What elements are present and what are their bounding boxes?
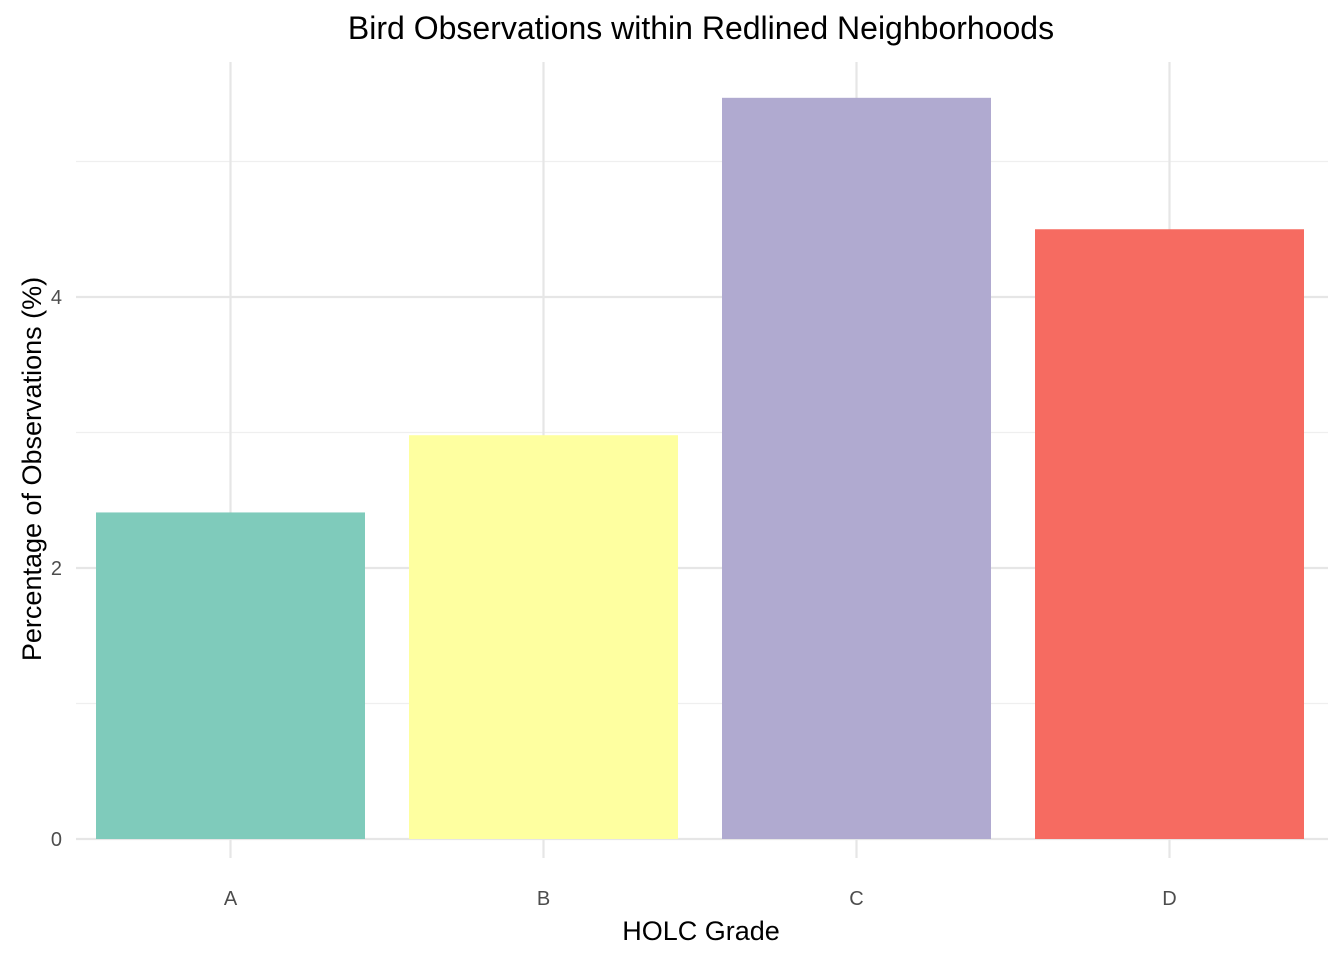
x-axis-ticks: A B C D <box>224 888 1177 910</box>
bar-c <box>722 97 991 839</box>
bar-a <box>96 512 365 839</box>
y-axis-ticks: 0 2 4 <box>51 287 62 851</box>
x-tick-label: C <box>849 888 863 910</box>
y-tick-label: 4 <box>51 287 62 309</box>
x-tick-label: B <box>537 888 550 910</box>
x-axis-title: HOLC Grade <box>622 916 780 946</box>
y-tick-label: 0 <box>51 829 62 851</box>
x-tick-label: A <box>224 888 238 910</box>
bar-d <box>1035 229 1304 839</box>
bar-b <box>409 435 678 839</box>
y-tick-label: 2 <box>51 558 62 580</box>
y-axis-title: Percentage of Observations (%) <box>17 277 47 661</box>
chart-title: Bird Observations within Redlined Neighb… <box>348 10 1054 46</box>
bars <box>96 97 1304 839</box>
x-tick-label: D <box>1162 888 1176 910</box>
